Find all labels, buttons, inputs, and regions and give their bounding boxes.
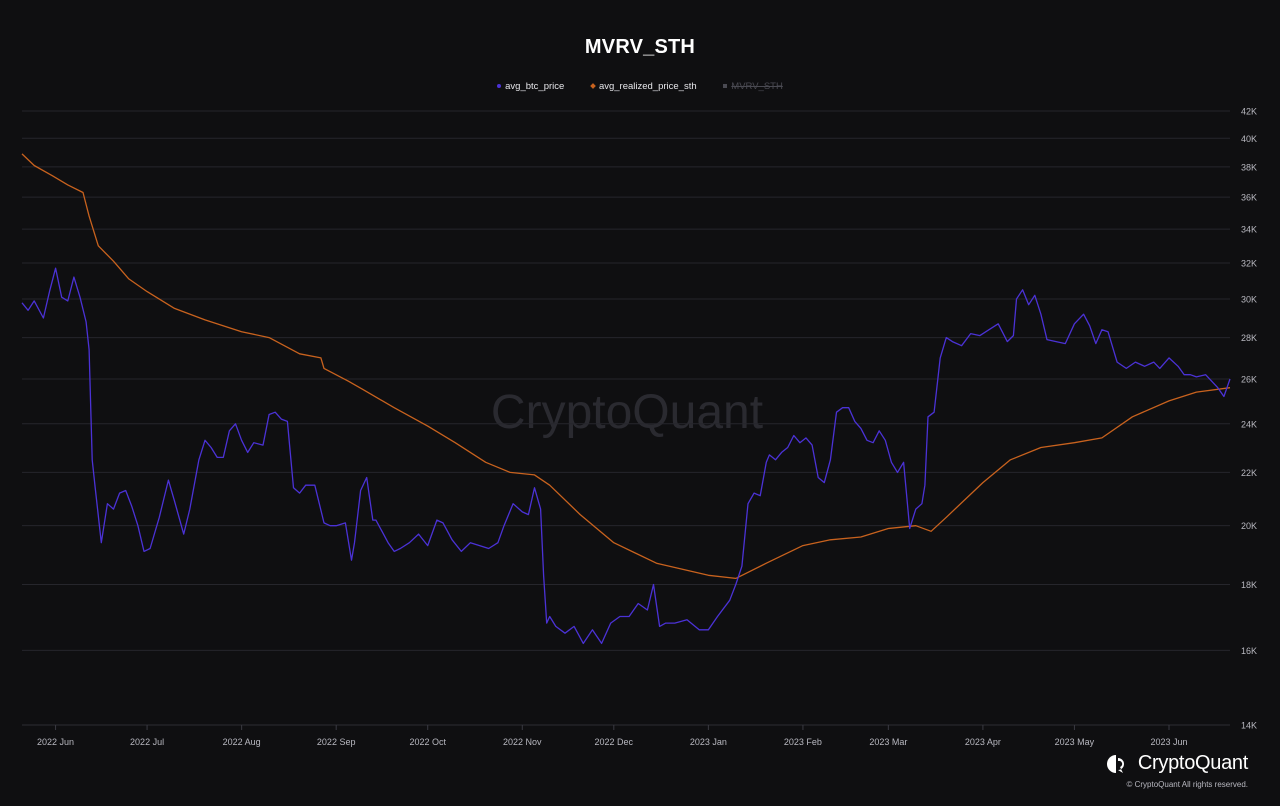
y-tick-label: 42K <box>1241 107 1257 117</box>
x-tick-label: 2022 Jun <box>37 737 74 747</box>
legend-marker-btc <box>497 84 502 89</box>
x-tick-label: 2022 Jul <box>130 737 164 747</box>
chart-legend: avg_btc_price avg_realized_price_sth MVR… <box>0 81 1280 92</box>
y-tick-label: 34K <box>1241 225 1257 235</box>
legend-marker-mvrv <box>723 84 728 89</box>
y-tick-label: 28K <box>1241 333 1257 343</box>
legend-label-realized: avg_realized_price_sth <box>598 81 697 92</box>
x-tick-label: 2023 Mar <box>869 737 907 747</box>
y-tick-label: 20K <box>1241 521 1257 531</box>
series-line-avg-realized-price-sth <box>21 153 1231 580</box>
y-tick-label: 32K <box>1241 258 1257 268</box>
legend-item-avg-realized-price-sth[interactable]: avg_realized_price_sth <box>590 81 697 92</box>
y-tick-label: 26K <box>1241 375 1257 385</box>
y-tick-label: 18K <box>1241 580 1257 590</box>
x-tick-label: 2022 Aug <box>223 737 261 747</box>
y-tick-label: 38K <box>1241 162 1257 172</box>
brand-name: CryptoQuant <box>1137 752 1248 775</box>
brand-logo-block: CryptoQuant <box>1106 752 1248 775</box>
legend-label-mvrv: MVRV_STH <box>731 81 783 92</box>
x-tick-label: 2023 Apr <box>965 737 1001 747</box>
y-tick-label: 22K <box>1241 468 1257 478</box>
y-tick-label: 16K <box>1241 646 1257 656</box>
watermark: CryptoQuant <box>491 386 763 439</box>
chart-title: MVRV_STH <box>584 36 696 58</box>
x-tick-label: 2023 Jun <box>1150 737 1187 747</box>
x-tick-label: 2023 Jan <box>690 737 727 747</box>
x-tick-label: 2023 May <box>1055 737 1095 747</box>
x-tick-label: 2023 Feb <box>784 737 822 747</box>
legend-label-btc: avg_btc_price <box>505 81 565 92</box>
x-tick-label: 2022 Nov <box>503 737 542 747</box>
copyright-text: © CryptoQuant All rights reserved. <box>1126 780 1249 789</box>
legend-item-mvrv-sth[interactable]: MVRV_STH <box>723 81 783 92</box>
y-tick-label: 40K <box>1241 134 1257 144</box>
y-tick-label: 30K <box>1241 295 1257 305</box>
series-line-avg-btc-price <box>21 267 1231 645</box>
x-tick-label: 2022 Sep <box>317 737 356 747</box>
y-tick-label: 24K <box>1241 419 1257 429</box>
legend-item-avg-btc-price[interactable]: avg_btc_price <box>497 81 564 92</box>
y-tick-label: 14K <box>1241 721 1257 731</box>
x-tick-label: 2022 Oct <box>409 737 446 747</box>
y-tick-label: 36K <box>1241 193 1257 203</box>
x-tick-label: 2022 Dec <box>595 737 634 747</box>
cryptoquant-logo-icon <box>1106 754 1124 773</box>
